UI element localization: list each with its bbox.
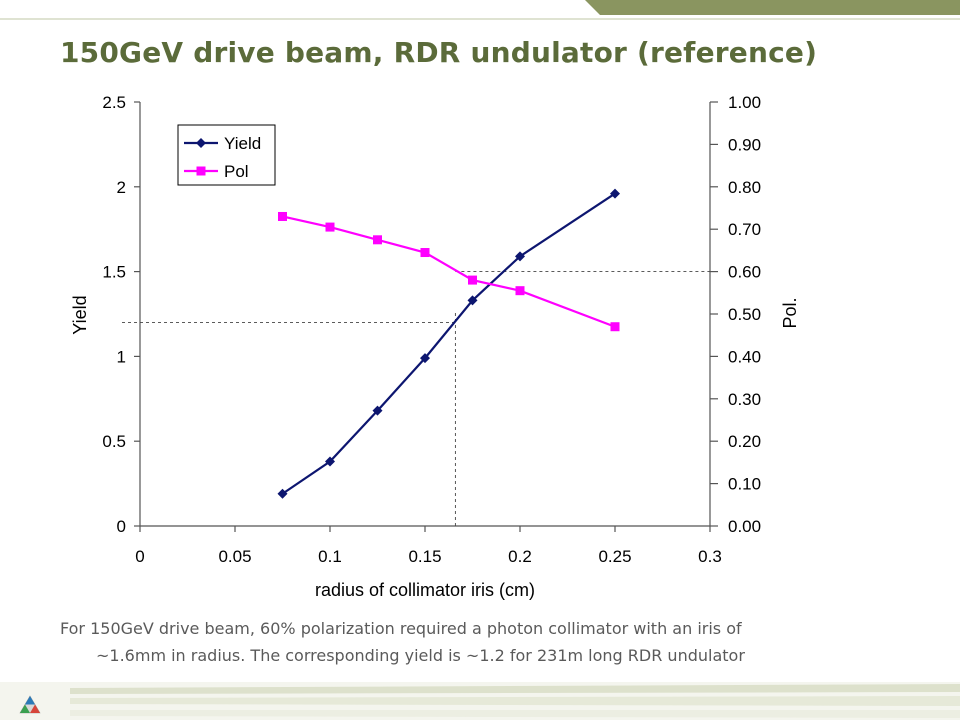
series-yield-point-6 xyxy=(610,188,620,199)
series-yield-point-0 xyxy=(277,488,288,499)
top-decorative-band xyxy=(0,0,960,20)
chart-legend: Yield Pol xyxy=(177,124,276,186)
slide-caption: For 150GeV drive beam, 60% polarization … xyxy=(60,615,920,669)
y2-tick-label-1: 0.10 xyxy=(728,475,761,494)
y2-tick-label-6: 0.60 xyxy=(728,263,761,282)
y-tick-label-4: 2 xyxy=(117,178,126,197)
y2-tick-label-10: 1.00 xyxy=(728,93,761,112)
series-pol-point-0 xyxy=(278,211,287,221)
x-tick-label-1: 0.05 xyxy=(218,547,251,566)
series-pol-point-5 xyxy=(515,286,525,296)
y-tick-label-2: 1 xyxy=(117,347,126,366)
legend-label-1: Pol xyxy=(224,162,249,181)
series-pol-point-3 xyxy=(420,248,430,258)
footer-decorative-band xyxy=(0,682,960,720)
series-pol-point-2 xyxy=(373,235,382,245)
y2-axis-label: Pol. xyxy=(780,297,800,328)
series-pol-point-6 xyxy=(610,322,620,332)
y-tick-label-5: 2.5 xyxy=(102,93,126,112)
series-yield-point-3 xyxy=(420,353,430,364)
y2-tick-label-9: 0.90 xyxy=(728,135,761,154)
series-pol-point-1 xyxy=(325,222,335,232)
y2-tick-label-0: 0.00 xyxy=(728,517,761,536)
y2-tick-label-8: 0.80 xyxy=(728,178,761,197)
y2-tick-label-5: 0.50 xyxy=(728,305,761,324)
y-tick-label-0: 0 xyxy=(117,517,126,536)
chart-series xyxy=(277,188,620,499)
y-tick-label-3: 1.5 xyxy=(102,263,126,282)
x-tick-label-5: 0.25 xyxy=(598,547,631,566)
legend-box xyxy=(177,124,276,186)
x-tick-label-6: 0.3 xyxy=(698,547,722,566)
legend-marker-1 xyxy=(196,166,206,176)
logo-icon xyxy=(19,695,41,714)
series-yield-point-4 xyxy=(467,295,478,306)
x-tick-label-4: 0.2 xyxy=(508,547,532,566)
legend-label-0: Yield xyxy=(224,134,261,153)
series-yield-point-2 xyxy=(372,405,383,416)
x-axis-label: radius of collimator iris (cm) xyxy=(315,580,535,600)
reference-lines xyxy=(122,271,710,526)
series-line-yield xyxy=(281,192,616,495)
y2-tick-label-4: 0.40 xyxy=(728,347,761,366)
y-axis-label: Yield xyxy=(70,295,90,334)
series-yield-point-1 xyxy=(325,456,335,467)
x-tick-label-2: 0.1 xyxy=(318,547,342,566)
legend-marker-0 xyxy=(196,138,206,148)
y-tick-label-1: 0.5 xyxy=(102,432,126,451)
x-tick-label-3: 0.15 xyxy=(408,547,441,566)
caption-line-2: ~1.6mm in radius. The corresponding yiel… xyxy=(96,646,745,665)
series-yield-point-5 xyxy=(515,251,525,262)
x-tick-label-0: 0 xyxy=(135,547,144,566)
dual-axis-line-chart: 00.511.522.50.000.100.200.300.400.500.60… xyxy=(70,93,800,600)
caption-line-1: For 150GeV drive beam, 60% polarization … xyxy=(60,619,742,638)
y2-tick-label-2: 0.20 xyxy=(728,432,761,451)
y2-tick-label-3: 0.30 xyxy=(728,390,761,409)
series-pol-point-4 xyxy=(468,275,477,285)
y2-tick-label-7: 0.70 xyxy=(728,220,761,239)
slide-title: 150GeV drive beam, RDR undulator (refere… xyxy=(60,36,818,69)
chart-axes: 00.511.522.50.000.100.200.300.400.500.60… xyxy=(70,93,800,600)
